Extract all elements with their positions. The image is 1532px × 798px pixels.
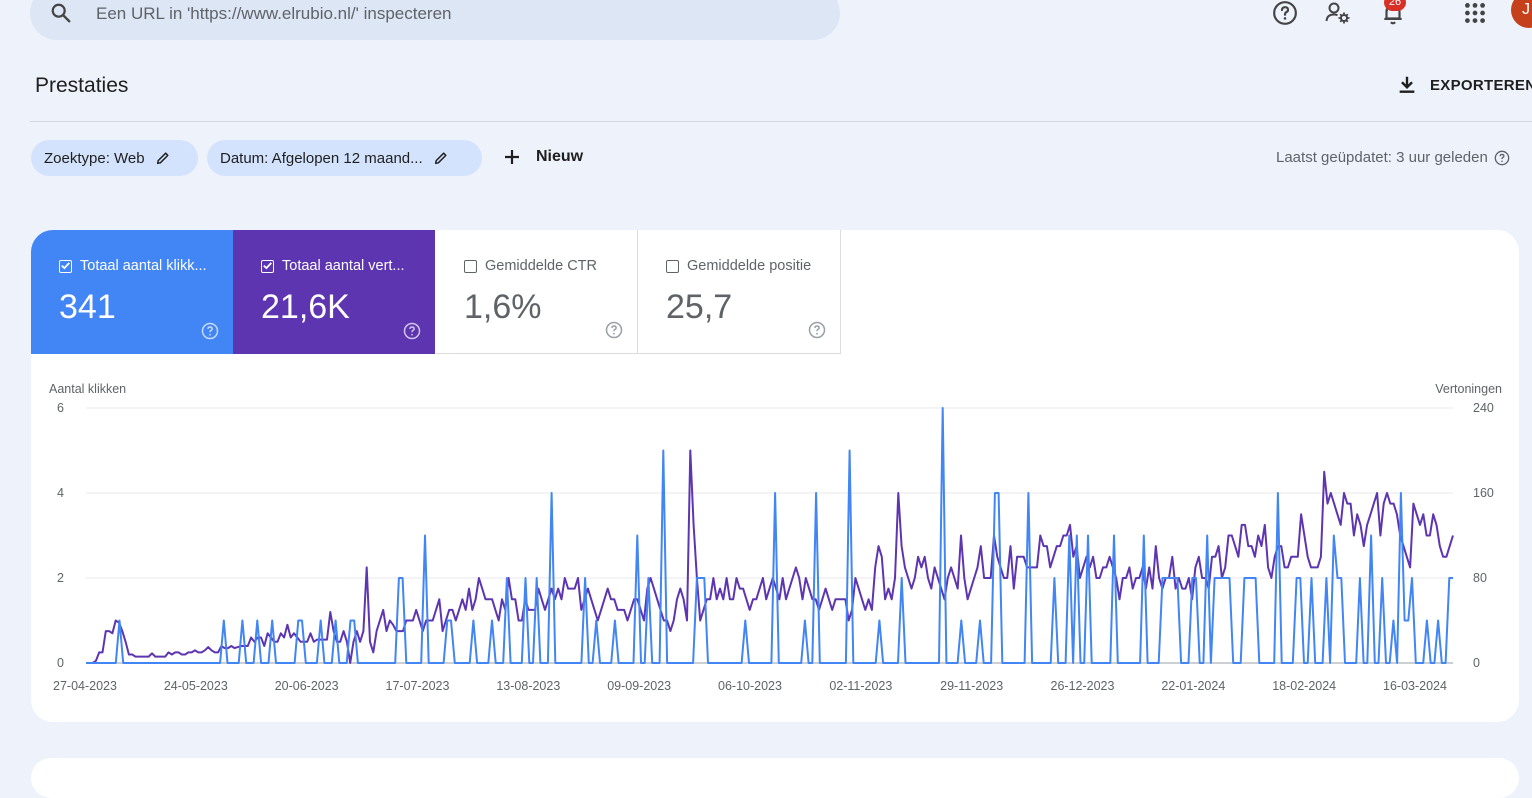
x-tick-label: 13-08-2023 bbox=[496, 679, 560, 693]
new-filter-label: Nieuw bbox=[536, 148, 584, 165]
add-icon bbox=[505, 150, 519, 164]
x-tick-label: 06-10-2023 bbox=[718, 679, 782, 693]
last-updated-text: Laatst geüpdatet: 3 uur geleden bbox=[1276, 149, 1510, 166]
date-filter-chip[interactable]: Datum: Afgelopen 12 maand... bbox=[207, 140, 482, 176]
checkbox-checked-icon[interactable] bbox=[59, 259, 72, 273]
header-divider bbox=[30, 121, 1532, 122]
y-tick-label-left: 6 bbox=[57, 401, 64, 415]
metric-average-ctr[interactable]: Gemiddelde CTR 1,6% bbox=[436, 230, 638, 354]
x-tick-label: 18-02-2024 bbox=[1272, 679, 1336, 693]
y-tick-label-right: 240 bbox=[1473, 401, 1494, 415]
download-icon bbox=[1399, 76, 1415, 93]
new-filter-button[interactable]: Nieuw bbox=[500, 145, 583, 169]
next-card bbox=[31, 758, 1519, 798]
metric-total-impressions[interactable]: Totaal aantal vert... 21,6K bbox=[233, 230, 435, 354]
edit-pencil-icon bbox=[434, 152, 447, 165]
metric-label: Gemiddelde positie bbox=[687, 258, 812, 274]
y-axis-right-label: Vertoningen bbox=[1435, 382, 1502, 396]
export-button[interactable]: EXPORTEREN bbox=[1396, 74, 1532, 96]
search-type-filter-label: Zoektype: Web bbox=[44, 149, 145, 167]
edit-pencil-icon bbox=[156, 152, 169, 165]
metric-value: 1,6% bbox=[464, 288, 542, 326]
account-avatar[interactable]: J bbox=[1511, 0, 1532, 28]
url-inspection-bar[interactable] bbox=[30, 0, 840, 40]
x-tick-label: 02-11-2023 bbox=[829, 679, 892, 693]
help-icon[interactable] bbox=[201, 322, 219, 340]
y-tick-label-left: 4 bbox=[57, 486, 64, 500]
last-updated-label: Laatst geüpdatet: 3 uur geleden bbox=[1276, 149, 1488, 166]
help-icon[interactable] bbox=[1494, 150, 1510, 166]
metric-label: Totaal aantal vert... bbox=[282, 258, 405, 274]
y-tick-label-left: 2 bbox=[57, 571, 64, 585]
url-inspection-input[interactable] bbox=[94, 0, 798, 28]
x-tick-label: 17-07-2023 bbox=[386, 679, 450, 693]
checkbox-unchecked-icon[interactable] bbox=[666, 259, 679, 273]
series-line-klikken bbox=[86, 407, 1453, 664]
metric-label: Totaal aantal klikk... bbox=[80, 258, 207, 274]
x-tick-label: 22-01-2024 bbox=[1161, 679, 1225, 693]
x-tick-label: 16-03-2024 bbox=[1383, 679, 1447, 693]
date-filter-label: Datum: Afgelopen 12 maand... bbox=[220, 149, 423, 167]
x-tick-label: 20-06-2023 bbox=[275, 679, 339, 693]
y-axis-left-label: Aantal klikken bbox=[49, 382, 126, 396]
metric-average-position[interactable]: Gemiddelde positie 25,7 bbox=[638, 230, 841, 354]
x-tick-label: 26-12-2023 bbox=[1051, 679, 1115, 693]
y-tick-label-right: 0 bbox=[1473, 656, 1480, 670]
x-tick-label: 29-11-2023 bbox=[940, 679, 1003, 693]
help-icon[interactable] bbox=[605, 321, 623, 339]
performance-card: Totaal aantal klikk... 341 Totaal aantal… bbox=[31, 230, 1519, 722]
checkbox-checked-icon[interactable] bbox=[261, 259, 274, 273]
metric-total-clicks[interactable]: Totaal aantal klikk... 341 bbox=[31, 230, 233, 354]
export-label: EXPORTEREN bbox=[1430, 76, 1532, 94]
x-tick-label: 09-09-2023 bbox=[607, 679, 671, 693]
metric-value: 21,6K bbox=[261, 288, 350, 326]
notification-count-badge: 26 bbox=[1384, 0, 1406, 11]
checkbox-unchecked-icon[interactable] bbox=[464, 259, 477, 273]
performance-chart[interactable]: Aantal klikken Vertoningen 6 240 4 160 2 80 0 0 27… bbox=[31, 370, 1519, 720]
series-line-vertoningen bbox=[86, 449, 1454, 664]
user-settings-icon[interactable] bbox=[1325, 0, 1351, 26]
metric-label: Gemiddelde CTR bbox=[485, 258, 598, 274]
metric-value: 25,7 bbox=[666, 288, 733, 326]
search-icon bbox=[51, 3, 71, 23]
y-tick-label-right: 160 bbox=[1473, 486, 1494, 500]
apps-grid-icon[interactable] bbox=[1462, 0, 1488, 26]
page-title: Prestaties bbox=[35, 74, 129, 97]
help-icon[interactable] bbox=[1272, 0, 1298, 26]
help-icon[interactable] bbox=[403, 322, 421, 340]
y-tick-label-right: 80 bbox=[1473, 571, 1487, 585]
x-tick-label: 27-04-2023 bbox=[53, 679, 117, 693]
help-icon[interactable] bbox=[808, 321, 826, 339]
x-tick-label: 24-05-2023 bbox=[164, 679, 228, 693]
search-type-filter-chip[interactable]: Zoektype: Web bbox=[31, 140, 198, 176]
metric-value: 341 bbox=[59, 288, 116, 326]
y-tick-label-left: 0 bbox=[57, 656, 64, 670]
